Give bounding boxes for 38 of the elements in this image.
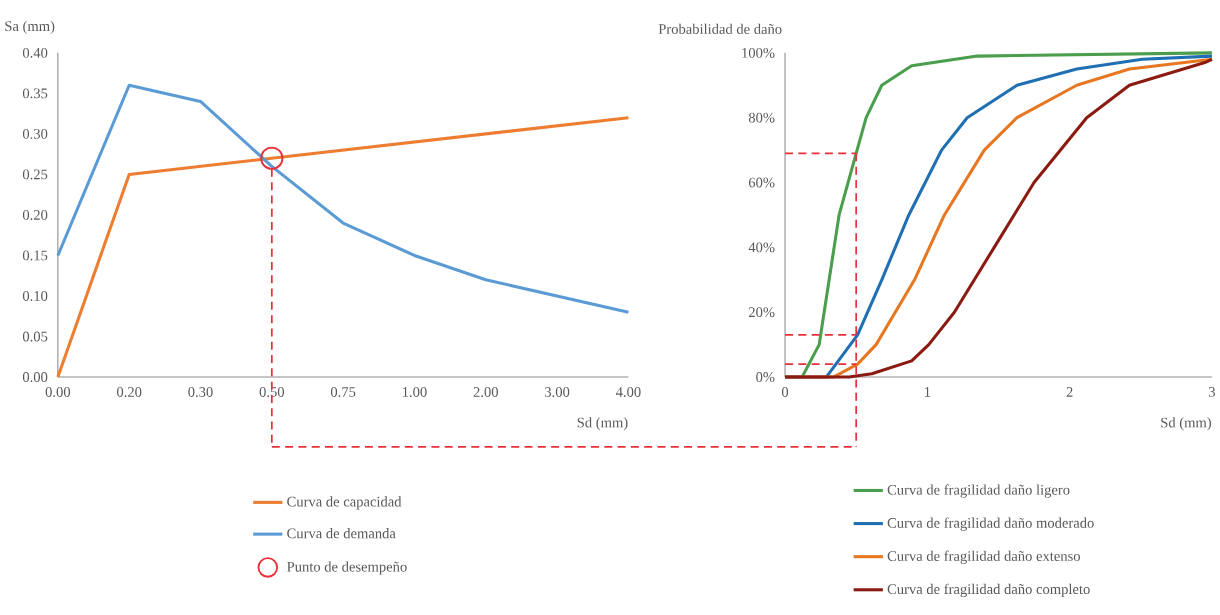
y-tick-label: 80%	[748, 112, 775, 123]
legend-label: Curva de fragilidad daño ligero	[887, 484, 1070, 498]
y-tick-label: 100%	[742, 47, 775, 58]
y-tick-label: 0.20	[22, 209, 48, 220]
x-tick-label: 2.00	[473, 386, 498, 397]
y-tick-label: 0.40	[22, 47, 48, 58]
y-axis-title: Probabilidad de daño	[658, 23, 782, 34]
legend-label: Curva de fragilidad daño moderado	[887, 517, 1094, 531]
y-axis-title: Sa (mm)	[5, 20, 55, 34]
legend-label: Punto de desempeño	[287, 561, 407, 575]
y-tick-label: 20%	[748, 307, 775, 317]
legend-label: Curva de fragilidad daño extenso	[887, 550, 1080, 564]
y-tick-label: 0.05	[22, 331, 48, 342]
legend-label: Curva de fragilidad daño completo	[887, 583, 1090, 597]
x-axis-title: Sd (mm)	[1161, 417, 1212, 431]
x-tick-label: 0.30	[188, 386, 213, 397]
y-tick-label: 40%	[748, 242, 775, 253]
x-tick-label: 1.00	[402, 386, 427, 397]
y-tick-label: 0.25	[22, 169, 48, 180]
x-tick-label: 0.75	[330, 386, 356, 397]
x-tick-label: 0.20	[116, 386, 142, 397]
y-tick-label: 0.35	[22, 88, 48, 99]
x-tick-label: 1	[924, 386, 931, 397]
x-tick-label: 2	[1066, 386, 1073, 397]
x-tick-label: 0.00	[45, 386, 71, 397]
y-tick-label: 0.15	[22, 250, 48, 261]
y-tick-label: 60%	[748, 177, 775, 188]
x-tick-label: 4.00	[615, 386, 641, 397]
legend-label: Curva de capacidad	[287, 496, 402, 510]
x-axis-title: Sd (mm)	[577, 417, 628, 431]
y-tick-label: 0.10	[22, 290, 48, 301]
y-tick-label: 0%	[756, 371, 775, 382]
x-tick-label: 0	[781, 386, 789, 397]
x-tick-label: 3.00	[545, 386, 570, 397]
x-tick-label: 3	[1209, 386, 1216, 397]
legend-label: Curva de demanda	[287, 527, 396, 539]
y-tick-label: 0.00	[22, 371, 48, 382]
y-tick-label: 0.30	[22, 128, 48, 139]
